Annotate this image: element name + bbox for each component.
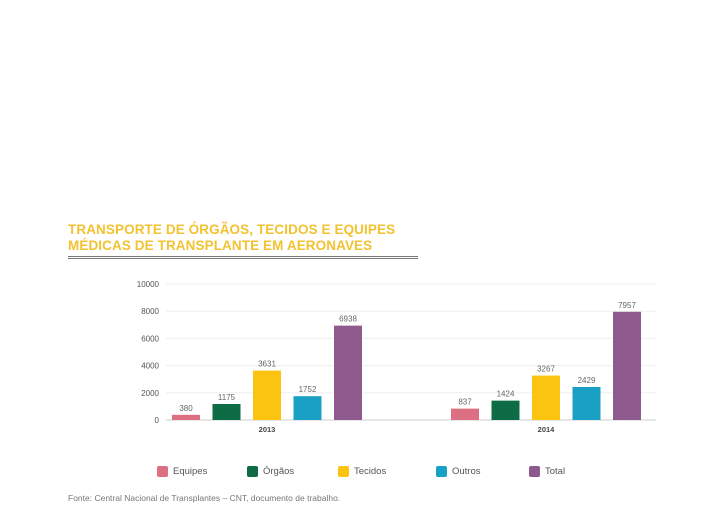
chart-title-line-1: TRANSPORTE DE ÓRGÃOS, TECIDOS E EQUIPES — [68, 222, 396, 237]
bar-outros — [572, 386, 601, 420]
data-label: 3631 — [258, 360, 276, 369]
legend-item-total: Total — [529, 466, 565, 477]
data-label: 1752 — [299, 385, 317, 394]
data-label: 7957 — [618, 301, 636, 310]
data-label: 3267 — [537, 365, 555, 374]
chart-legend: Equipes Órgãos Tecidos Outros Total — [157, 466, 617, 482]
legend-item-órgãos: Órgãos — [247, 466, 294, 477]
x-category-label: 2014 — [538, 425, 556, 434]
legend-swatch — [436, 466, 447, 477]
bar-total — [334, 325, 362, 420]
x-category-label: 2013 — [259, 425, 276, 434]
data-label: 6938 — [339, 315, 357, 324]
legend-label: Tecidos — [354, 466, 387, 477]
legend-label: Total — [545, 466, 566, 477]
legend-label: Órgãos — [263, 466, 295, 477]
y-tick-label: 0 — [155, 416, 160, 425]
y-tick-label: 6000 — [141, 334, 159, 343]
bar-equipes — [451, 408, 479, 420]
y-tick-label: 10000 — [137, 280, 160, 289]
legend-item-tecidos: Tecidos — [338, 466, 386, 477]
legend-label: Equipes — [173, 466, 208, 477]
legend-swatch — [157, 466, 168, 477]
source-note: Fonte: Central Nacional de Transplantes … — [68, 493, 341, 503]
legend-swatch — [529, 466, 540, 477]
data-label: 837 — [458, 398, 472, 407]
bar-tecidos — [253, 370, 281, 420]
data-label: 1175 — [218, 393, 236, 402]
legend-swatch — [338, 466, 349, 477]
y-tick-label: 8000 — [141, 307, 159, 316]
legend-swatch — [247, 466, 258, 477]
bar-órgãos — [491, 400, 520, 420]
legend-label: Outros — [452, 466, 481, 477]
y-tick-label: 4000 — [141, 362, 159, 371]
bar-órgãos — [212, 404, 241, 420]
bar-outros — [293, 396, 322, 420]
bar-total — [613, 311, 641, 420]
legend-item-outros: Outros — [436, 466, 481, 477]
bar-tecidos — [532, 375, 560, 420]
data-label: 380 — [179, 404, 193, 413]
data-label: 2429 — [578, 376, 596, 385]
legend-item-equipes: Equipes — [157, 466, 207, 477]
title-underline — [68, 256, 418, 259]
chart-title-line-2: MÉDICAS DE TRANSPLANTE EM AERONAVES — [68, 238, 373, 253]
chart-title: TRANSPORTE DE ÓRGÃOS, TECIDOS E EQUIPES … — [68, 222, 428, 254]
data-label: 1424 — [497, 390, 515, 399]
bar-equipes — [172, 414, 200, 420]
y-tick-label: 2000 — [141, 389, 159, 398]
